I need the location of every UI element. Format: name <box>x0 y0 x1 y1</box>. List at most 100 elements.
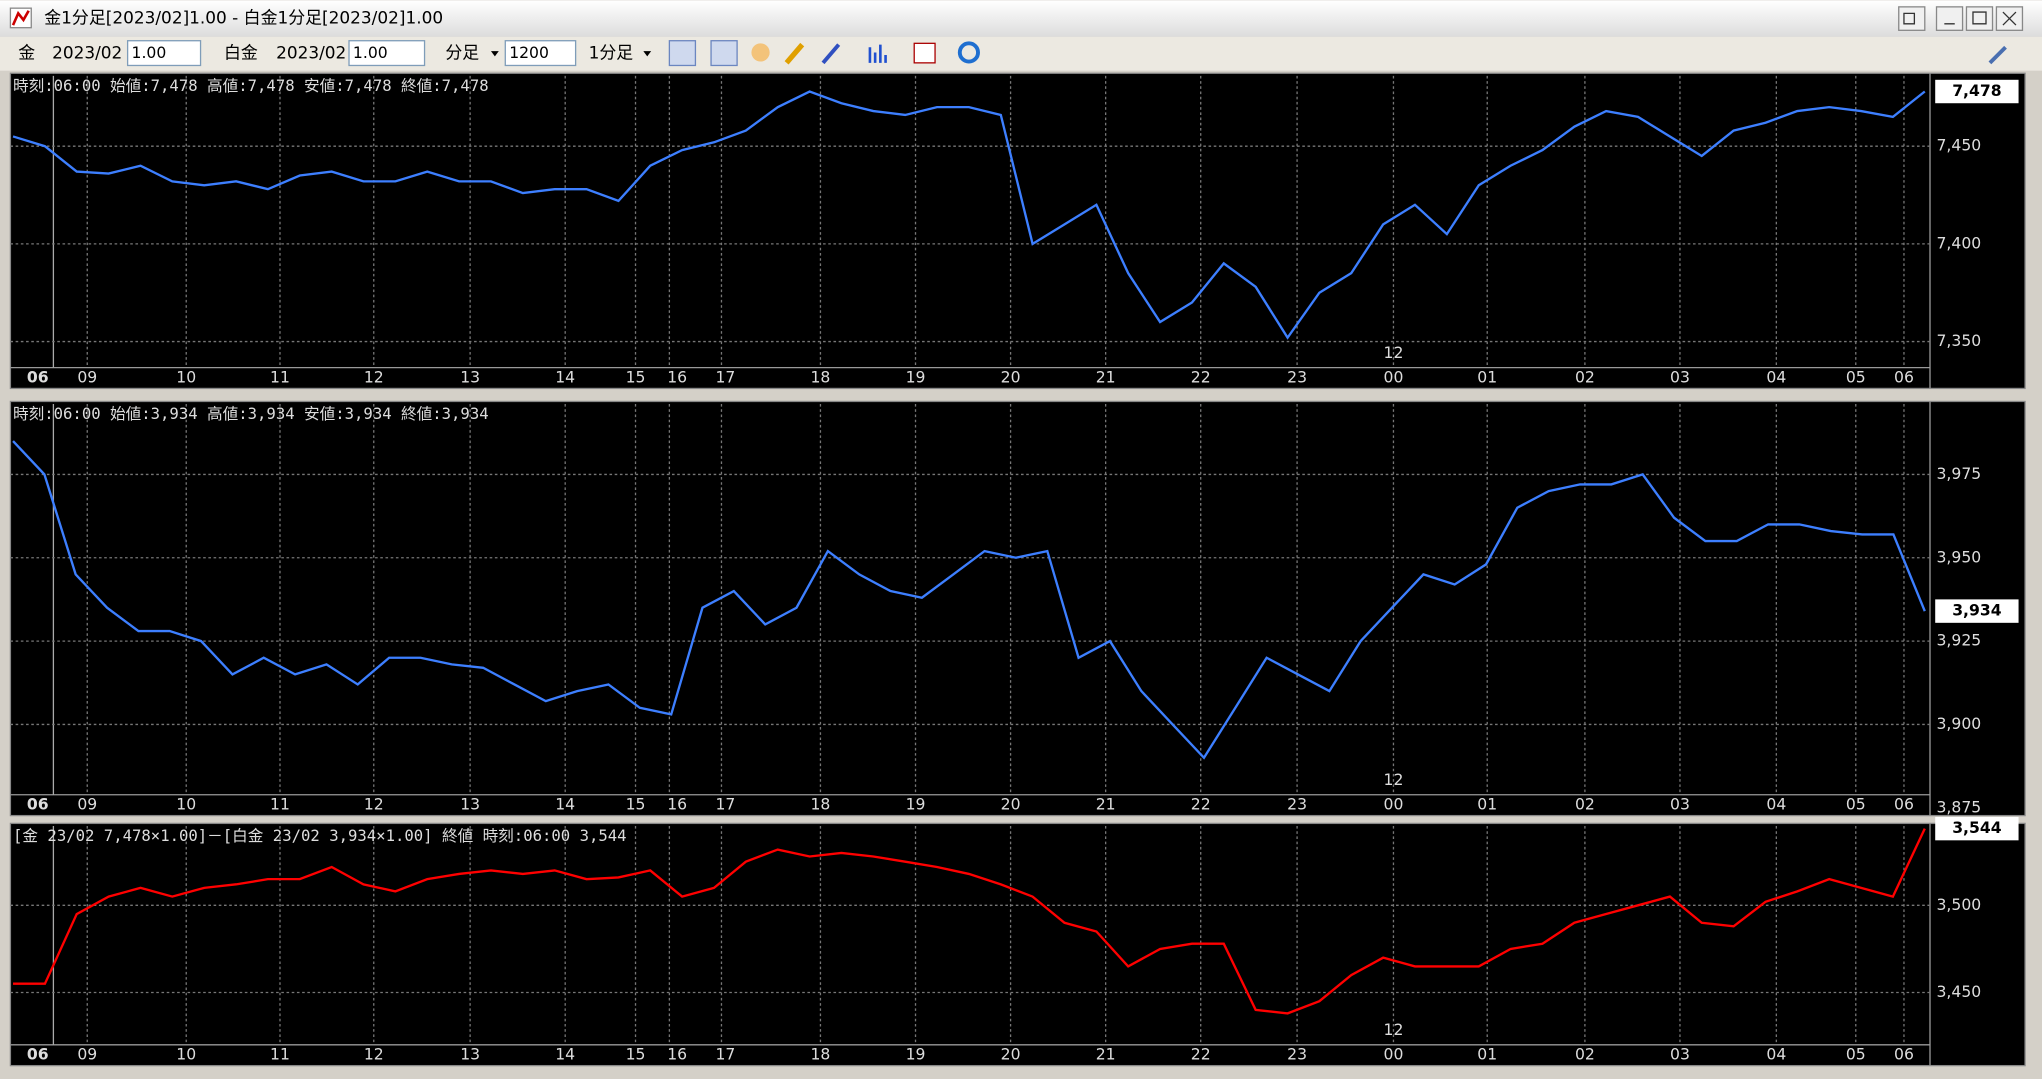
panel-header: 時刻:06:00 始値:3,934 高値:3,934 安値:3,934 終値:3… <box>13 405 489 423</box>
time-label: 06 <box>27 1046 49 1064</box>
mult1-input[interactable] <box>126 40 202 67</box>
price-line <box>12 90 1926 340</box>
current-value-box <box>1935 599 2019 623</box>
time-label: 06 <box>1894 369 1914 387</box>
tool-cursor[interactable] <box>668 40 697 67</box>
y-tick-label: 3,950 <box>1937 548 1982 566</box>
maximize-button[interactable] <box>1965 6 1994 31</box>
time-label: 00 <box>1384 796 1404 814</box>
y-tick-label: 3,875 <box>1937 798 1982 816</box>
time-label: 11 <box>270 369 290 387</box>
y-tick-label: 7,400 <box>1937 234 1982 252</box>
mult2-input[interactable] <box>348 40 426 67</box>
time-label: 16 <box>667 1046 687 1064</box>
time-label: 12 <box>364 369 384 387</box>
panel-background <box>9 822 2026 1067</box>
time-label: 13 <box>460 369 480 387</box>
y-tick-label: 3,900 <box>1937 715 1982 733</box>
minimize-button[interactable] <box>1935 6 1964 31</box>
tool-refresh[interactable] <box>957 41 980 64</box>
time-label: 17 <box>715 1046 735 1064</box>
window-buttons[interactable] <box>1898 6 2024 31</box>
time-label: 02 <box>1575 1046 1595 1064</box>
time-label: 09 <box>77 1046 97 1064</box>
time-label: 06 <box>1894 796 1914 814</box>
y-tick-label: 7,450 <box>1937 137 1982 155</box>
panel-background <box>9 72 2026 390</box>
tool-pen[interactable] <box>821 43 841 65</box>
time-label: 05 <box>1846 1046 1866 1064</box>
time-label: 00 <box>1384 369 1404 387</box>
time-label: 16 <box>667 369 687 387</box>
tool-grid[interactable] <box>913 42 936 64</box>
time-label: 05 <box>1846 796 1866 814</box>
time-label: 16 <box>667 796 687 814</box>
time-label: 17 <box>715 796 735 814</box>
unit-dropdown[interactable]: 分足 <box>445 43 479 63</box>
time-label: 18 <box>811 1046 831 1064</box>
time-label: 23 <box>1287 369 1307 387</box>
app-icon-graph <box>11 10 30 26</box>
symbol2: 白金 <box>224 43 258 63</box>
time-label: 20 <box>1001 369 1021 387</box>
month2: 2023/02 <box>276 43 346 63</box>
time-marker: 12 <box>1384 344 1404 362</box>
time-label: 15 <box>626 369 646 387</box>
time-label: 04 <box>1766 369 1786 387</box>
time-label: 12 <box>364 1046 384 1064</box>
tool-icons[interactable] <box>668 40 2007 67</box>
current-value: 3,544 <box>1952 819 2002 837</box>
tool-bars[interactable] <box>868 44 887 63</box>
month1: 2023/02 <box>52 43 122 63</box>
time-label: 09 <box>77 369 97 387</box>
current-value-box <box>1935 79 2019 104</box>
y-tick-label: 3,450 <box>1937 983 1982 1001</box>
symbol1: 金 <box>18 43 35 63</box>
count-input[interactable] <box>504 40 577 67</box>
tool-settings[interactable] <box>1988 45 2007 65</box>
time-label: 00 <box>1384 1046 1404 1064</box>
current-value-box <box>1935 816 2019 841</box>
time-label: 23 <box>1287 796 1307 814</box>
time-label: 14 <box>555 369 575 387</box>
time-label: 01 <box>1477 1046 1497 1064</box>
time-label: 19 <box>906 1046 926 1064</box>
time-label: 18 <box>811 796 831 814</box>
time-label: 04 <box>1766 796 1786 814</box>
time-label: 23 <box>1287 1046 1307 1064</box>
time-label: 18 <box>811 369 831 387</box>
time-label: 02 <box>1575 796 1595 814</box>
tool-select[interactable] <box>710 40 738 67</box>
time-label: 21 <box>1096 796 1116 814</box>
time-label: 03 <box>1670 369 1690 387</box>
tool-pencil[interactable] <box>784 42 805 65</box>
time-label: 17 <box>715 369 735 387</box>
time-label: 03 <box>1670 796 1690 814</box>
time-label: 14 <box>555 1046 575 1064</box>
time-label: 03 <box>1670 1046 1690 1064</box>
time-label: 10 <box>176 1046 196 1064</box>
time-label: 21 <box>1096 1046 1116 1064</box>
time-label: 15 <box>626 1046 646 1064</box>
title-bar <box>0 0 2042 37</box>
time-label: 10 <box>176 369 196 387</box>
button-glyphs <box>1903 11 2017 26</box>
time-label: 22 <box>1191 1046 1211 1064</box>
time-label: 22 <box>1191 796 1211 814</box>
restore-button[interactable] <box>1898 6 1926 31</box>
current-value: 7,478 <box>1952 82 2001 100</box>
mult2: 1.00 <box>353 44 388 62</box>
tool-hand[interactable] <box>751 43 770 62</box>
time-label: 20 <box>1001 1046 1021 1064</box>
time-marker: 12 <box>1384 771 1404 789</box>
y-tick-label: 3,925 <box>1937 632 1982 650</box>
time-label: 11 <box>270 796 290 814</box>
time-marker: 12 <box>1384 1021 1404 1039</box>
time-label: 01 <box>1477 796 1497 814</box>
time-label: 04 <box>1766 1046 1786 1064</box>
period-dropdown[interactable]: 1分足 <box>589 43 634 63</box>
time-label: 09 <box>77 796 97 814</box>
time-label: 22 <box>1191 369 1211 387</box>
y-tick-label: 3,975 <box>1937 465 1982 483</box>
mult1: 1.00 <box>132 44 167 62</box>
